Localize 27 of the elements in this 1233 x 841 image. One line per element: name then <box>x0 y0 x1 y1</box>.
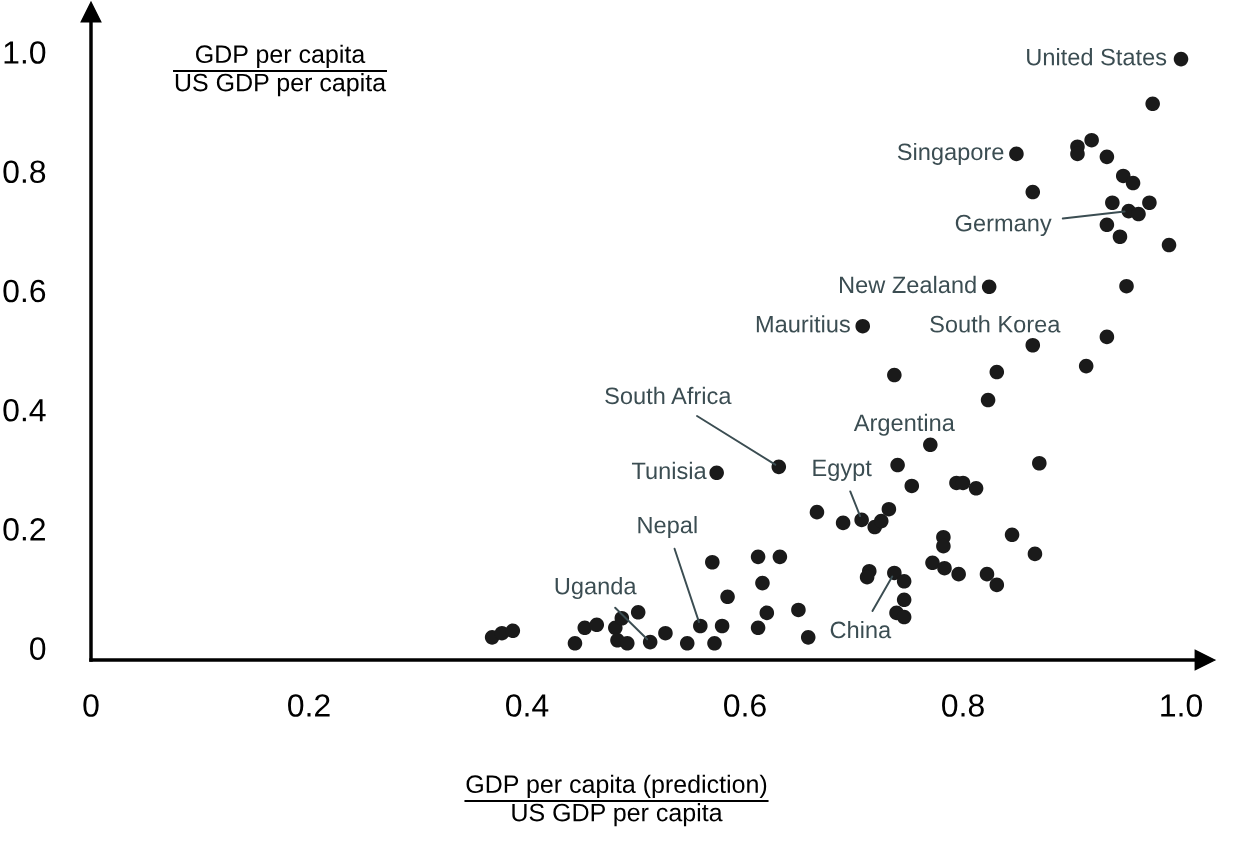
annotation: South Africa <box>605 386 732 405</box>
annotation: New Zealand <box>840 275 976 294</box>
y-axis-title: GDP per capita US GDP per capita <box>175 44 387 97</box>
y-tick-label: 1.0 <box>4 41 46 64</box>
x-axis-title: GDP per capita (prediction) US GDP per capita <box>466 774 767 827</box>
annotation: China <box>830 620 892 639</box>
annotation: Tunisia <box>631 461 707 480</box>
x-tick-label: 0.8 <box>942 694 984 717</box>
y-tick-label: 0.6 <box>3 279 46 303</box>
annotation: Egypt <box>813 459 872 481</box>
annotation: Mauritius <box>756 315 850 333</box>
annotation: Argentina <box>853 413 955 436</box>
x-tick-label: 1.0 <box>1161 694 1202 717</box>
annotation: Singapore <box>897 142 1004 165</box>
annotation: South Korea <box>930 315 1061 333</box>
annotation: United States <box>1027 48 1167 66</box>
x-tick-label: 0.4 <box>506 694 549 717</box>
y-tick-label: 0 <box>30 637 46 660</box>
annotation: Germany <box>955 214 1052 237</box>
x-tick-label: 0 <box>83 694 99 717</box>
x-tick-label: 0.6 <box>724 694 766 717</box>
annotation: Nepal <box>638 516 697 539</box>
y-tick-label: 0.8 <box>3 160 46 184</box>
annotation: Uganda <box>555 577 637 600</box>
x-tick-label: 0.2 <box>288 694 330 717</box>
y-tick-label: 0.2 <box>3 518 45 541</box>
y-tick-label: 0.4 <box>3 398 46 422</box>
